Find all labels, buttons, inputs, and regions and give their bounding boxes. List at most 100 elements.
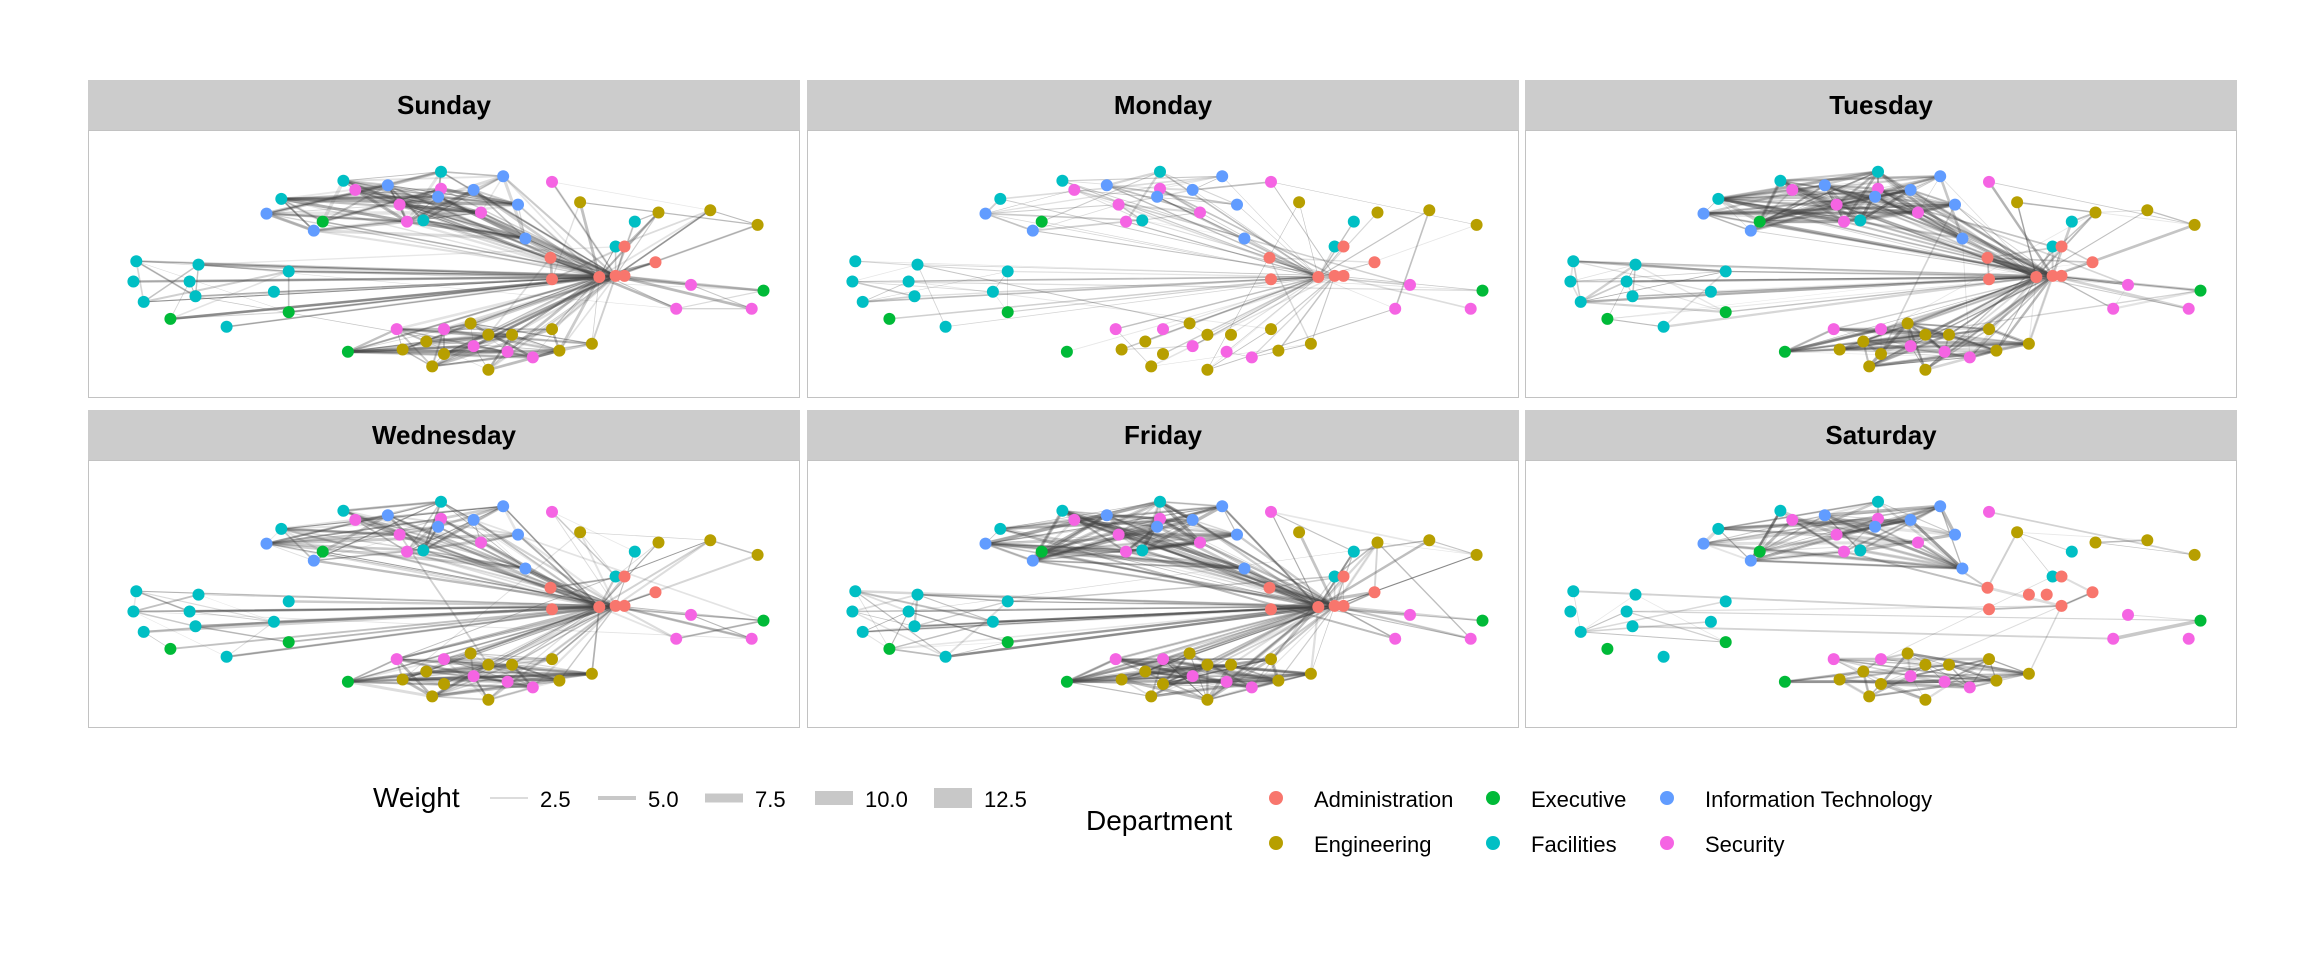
network-edge [1572, 260, 2054, 277]
network-edge [313, 526, 439, 561]
network-node [1328, 269, 1341, 282]
network-edge [1124, 525, 1159, 554]
network-edge [280, 184, 389, 200]
network-edge [132, 604, 617, 613]
network-edge [135, 260, 617, 277]
network-node [618, 269, 631, 282]
network-node [260, 537, 273, 550]
network-edge [132, 611, 753, 640]
network-edge [1750, 526, 1876, 561]
network-edge [1791, 518, 1846, 553]
network-node [1818, 509, 1831, 522]
network-edge [852, 281, 994, 293]
network-node [1186, 183, 1199, 196]
network-edge [1783, 670, 1865, 683]
network-edge [341, 179, 483, 215]
network-node [432, 520, 445, 533]
network-node [1368, 586, 1381, 599]
network-edge [422, 175, 504, 221]
network-node [1120, 215, 1132, 228]
network-edge [1717, 198, 1862, 222]
network-edge [346, 348, 404, 354]
network-edge [1310, 605, 1335, 675]
network-edge [1073, 505, 1223, 521]
network-edge [1906, 322, 1951, 336]
network-edge [280, 188, 442, 200]
network-edge [396, 658, 508, 683]
network-edge [1270, 606, 1320, 611]
network-edge [342, 510, 600, 608]
network-edge [1988, 328, 2030, 345]
network-node [1567, 585, 1580, 598]
network-node [704, 204, 717, 217]
network-node [2086, 256, 2099, 269]
network-node [593, 601, 606, 613]
network-edge [189, 611, 275, 623]
network-edge [1783, 327, 1835, 353]
network-edge [1188, 605, 1336, 655]
network-node [856, 625, 869, 638]
network-edge [1779, 170, 1880, 182]
network-edge [1162, 680, 1228, 685]
network-edge [1954, 204, 2054, 277]
department-key-dot [1486, 836, 1500, 850]
network-edge [431, 327, 554, 368]
network-node [1774, 504, 1787, 517]
network-edge [690, 614, 753, 640]
network-edge [1073, 518, 1120, 536]
network-edge [1917, 541, 1989, 589]
network-edge [486, 349, 561, 372]
network-node [546, 653, 558, 666]
network-edge [1717, 501, 1879, 530]
network-edge [524, 567, 617, 607]
network-edge [1105, 513, 1162, 521]
network-edge [443, 658, 534, 688]
network-edge [1823, 184, 1964, 240]
network-edge [1717, 198, 1838, 205]
network-node [1476, 284, 1489, 297]
network-edge [1948, 276, 2038, 336]
network-edge [354, 519, 408, 553]
network-edge [1121, 675, 1194, 680]
network-edge [405, 170, 443, 224]
network-edge [1702, 212, 1752, 232]
network-node [1626, 620, 1639, 633]
network-edge [1843, 220, 2054, 277]
network-edge [1206, 308, 1396, 371]
network-node [1983, 505, 1995, 518]
network-edge [690, 614, 765, 622]
network-edge [1141, 220, 1245, 239]
network-node [1265, 273, 1277, 286]
network-edge [395, 604, 617, 661]
network-edge [558, 605, 617, 682]
network-edge [1917, 204, 1956, 213]
network-edge [591, 606, 601, 675]
network-edge [1924, 328, 1990, 371]
network-svg [846, 165, 1489, 376]
network-edge [579, 531, 711, 541]
network-edge [343, 180, 389, 186]
network-edge [1876, 170, 2038, 279]
facet-panel-saturday: Saturday [1525, 410, 2237, 728]
network-node [1035, 215, 1048, 228]
network-edge [487, 686, 535, 702]
network-edge [1144, 605, 1336, 673]
network-edge [1580, 594, 1636, 633]
network-edge [1570, 271, 1727, 282]
network-edge [431, 604, 617, 698]
network-edge [1333, 541, 1379, 608]
network-edge [1117, 500, 1161, 536]
network-edge [424, 669, 561, 683]
network-edge [194, 605, 601, 628]
network-edge [1862, 670, 1998, 682]
network-edge [917, 264, 1335, 277]
network-node [1136, 214, 1149, 227]
network-node [282, 306, 295, 319]
network-edge [2028, 605, 2063, 675]
network-node [2194, 614, 2207, 627]
network-edge [1791, 519, 1845, 553]
network-node [1697, 207, 1710, 220]
network-edge [1835, 525, 1876, 536]
network-edge [401, 678, 509, 683]
network-edge [320, 178, 346, 224]
